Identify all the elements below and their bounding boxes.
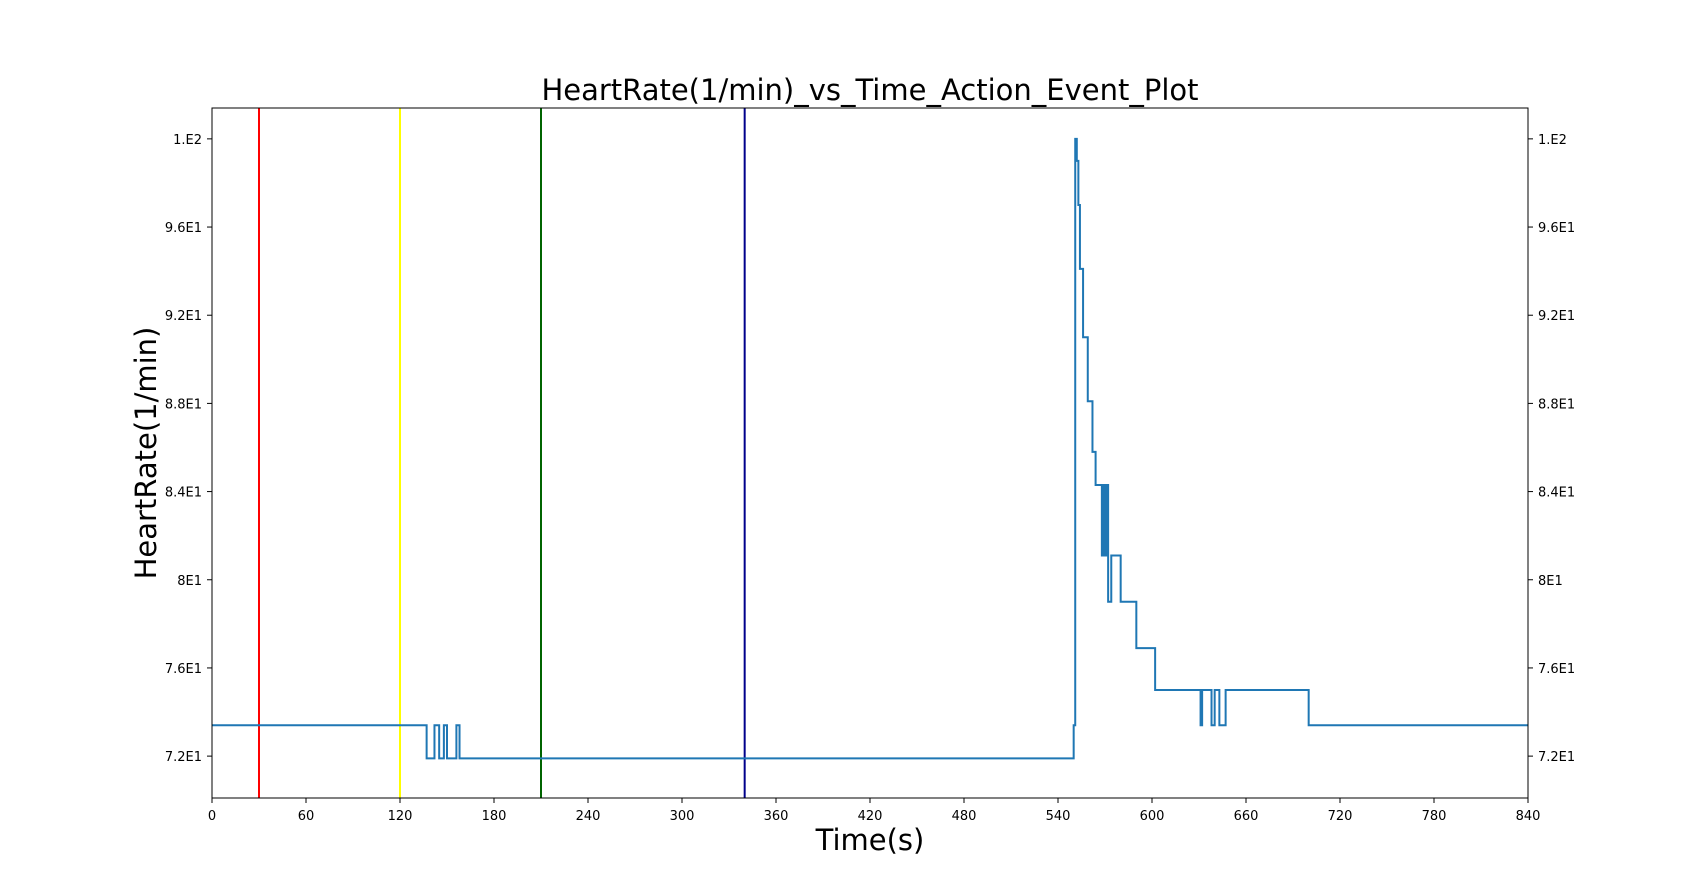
- y-tick-label-1: 7.6E1: [165, 662, 202, 677]
- y-tick-label-right-1: 7.6E1: [1538, 662, 1575, 677]
- x-tick-label-5: 300: [670, 809, 695, 824]
- y-axis-right: 7.2E1 7.6E1 8E1 8.4E1 8.8E1 9.2E1 9.6E1 1.E2: [1528, 133, 1575, 765]
- x-axis-label: Time(s): [815, 823, 925, 857]
- y-tick-label-6: 9.6E1: [165, 221, 202, 236]
- y-axis-label: HeartRate(1/min): [129, 327, 163, 580]
- x-tick-label-4: 240: [576, 809, 601, 824]
- x-tick-label-11: 660: [1234, 809, 1259, 824]
- y-tick-label-right-0: 7.2E1: [1538, 750, 1575, 765]
- x-tick-label-3: 180: [482, 809, 507, 824]
- x-tick-label-1: 60: [298, 809, 315, 824]
- series-layer: [212, 137, 1528, 760]
- y-tick-label-5: 9.2E1: [165, 309, 202, 324]
- x-tick-label-0: 0: [208, 809, 216, 824]
- x-tick-label-10: 600: [1140, 809, 1165, 824]
- chart-title: HeartRate(1/min)_vs_Time_Action_Event_Pl…: [541, 73, 1198, 107]
- x-tick-label-9: 540: [1046, 809, 1071, 824]
- y-tick-label-0: 7.2E1: [165, 750, 202, 765]
- x-tick-label-7: 420: [858, 809, 883, 824]
- event-lines: [258, 108, 746, 798]
- y-tick-label-right-7: 1.E2: [1538, 133, 1567, 148]
- x-tick-label-14: 840: [1516, 809, 1541, 824]
- series-line-0: [212, 137, 1528, 760]
- y-tick-label-3: 8.4E1: [165, 486, 202, 501]
- x-tick-label-13: 780: [1422, 809, 1447, 824]
- x-axis: 0 60 120 180 240 300 360 420 480 540 600 660 720 780 8…: [208, 798, 1541, 824]
- y-tick-label-right-2: 8E1: [1538, 574, 1563, 589]
- y-axis-left: 7.2E1 7.6E1 8E1 8.4E1 8.8E1 9.2E1 9.6E1 1.E2: [165, 133, 212, 765]
- y-tick-label-right-5: 9.2E1: [1538, 309, 1575, 324]
- y-tick-label-2: 8E1: [177, 574, 202, 589]
- y-tick-label-right-3: 8.4E1: [1538, 486, 1575, 501]
- x-tick-label-8: 480: [952, 809, 977, 824]
- y-tick-label-right-6: 9.6E1: [1538, 221, 1575, 236]
- x-tick-label-2: 120: [388, 809, 413, 824]
- x-tick-label-12: 720: [1328, 809, 1353, 824]
- y-tick-label-7: 1.E2: [173, 133, 202, 148]
- y-tick-label-right-4: 8.8E1: [1538, 397, 1575, 412]
- y-tick-label-4: 8.8E1: [165, 397, 202, 412]
- x-tick-label-6: 360: [764, 809, 789, 824]
